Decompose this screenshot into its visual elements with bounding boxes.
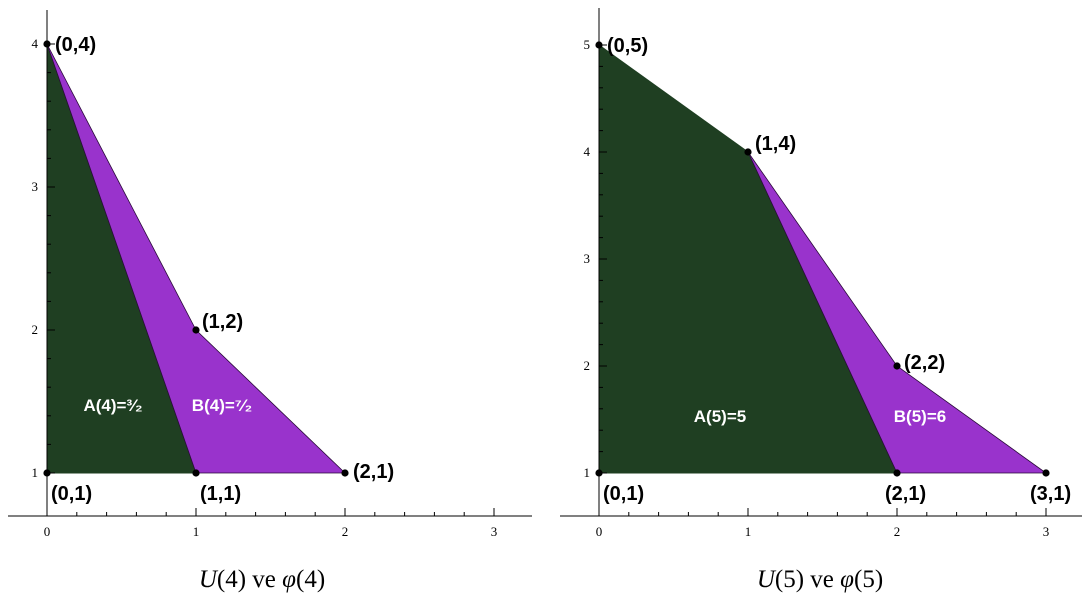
right-panel: 0 1 2 3 1 2 3 4 5 (0,5) (1,4) (2,2) (0,1) (2,1) (3,1) A… bbox=[560, 8, 1082, 539]
u-argument: (4) bbox=[216, 566, 247, 593]
vertex-point bbox=[893, 469, 901, 477]
u-symbol: U bbox=[756, 566, 775, 593]
phi-symbol: φ bbox=[282, 566, 297, 593]
x-tick-label: 3 bbox=[1043, 524, 1050, 539]
x-tick-label: 1 bbox=[193, 524, 200, 539]
vertex-point bbox=[43, 40, 51, 48]
vertex-label: (2,1) bbox=[353, 461, 394, 483]
vertex-point bbox=[744, 148, 752, 156]
y-tick-label: 5 bbox=[584, 37, 591, 52]
vertex-point bbox=[192, 469, 200, 477]
vertex-point bbox=[43, 469, 51, 477]
phi-symbol: φ bbox=[840, 566, 855, 593]
region-a-label: A(4)=³⁄₂ bbox=[83, 396, 142, 415]
left-caption: U(4) ve φ(4) bbox=[199, 566, 325, 594]
vertex-point bbox=[595, 41, 603, 49]
x-tick-label: 2 bbox=[342, 524, 349, 539]
u-symbol: U bbox=[198, 566, 217, 593]
vertex-label: (1,2) bbox=[202, 311, 243, 333]
y-tick-label: 4 bbox=[32, 36, 39, 51]
vertex-point bbox=[341, 469, 349, 477]
x-tick-label: 0 bbox=[44, 524, 51, 539]
vertex-label: (0,1) bbox=[603, 483, 644, 505]
y-tick-label: 3 bbox=[32, 179, 39, 194]
vertex-label: (1,4) bbox=[755, 133, 796, 155]
region-a bbox=[598, 44, 898, 474]
x-tick-label: 0 bbox=[596, 524, 603, 539]
vertex-point bbox=[595, 469, 603, 477]
right-caption: U(5) ve φ(5) bbox=[757, 566, 883, 594]
u-argument: (5) bbox=[774, 566, 805, 593]
connector-word: ve bbox=[252, 566, 276, 593]
vertex-point bbox=[893, 362, 901, 370]
left-panel: 0 1 2 3 1 2 3 4 (0,4) (1,2) (2,1) (0,1) (1,1) A(4)=³⁄… bbox=[8, 10, 532, 539]
phi-argument: (5) bbox=[854, 566, 884, 593]
x-tick-label: 2 bbox=[894, 524, 901, 539]
x-tick-label: 1 bbox=[745, 524, 752, 539]
connector-word: ve bbox=[810, 566, 834, 593]
y-tick-label: 2 bbox=[32, 322, 39, 337]
y-tick-label: 4 bbox=[584, 144, 591, 159]
vertex-label: (3,1) bbox=[1030, 483, 1071, 505]
vertex-label: (0,4) bbox=[55, 34, 96, 56]
y-tick-label: 2 bbox=[584, 358, 591, 373]
y-tick-label: 1 bbox=[32, 465, 39, 480]
vertex-point bbox=[1042, 469, 1050, 477]
region-b-label: B(5)=6 bbox=[894, 407, 946, 426]
vertex-label: (2,1) bbox=[885, 483, 926, 505]
vertex-point bbox=[192, 326, 200, 334]
vertex-label: (0,5) bbox=[607, 35, 648, 57]
vertex-label: (1,1) bbox=[200, 483, 241, 505]
vertex-label: (2,2) bbox=[904, 352, 945, 374]
vertex-label: (0,1) bbox=[51, 483, 92, 505]
region-b-label: B(4)=⁷⁄₂ bbox=[192, 396, 252, 415]
y-tick-label: 3 bbox=[584, 251, 591, 266]
x-tick-label: 3 bbox=[491, 524, 498, 539]
y-tick-label: 1 bbox=[584, 465, 591, 480]
region-a-label: A(5)=5 bbox=[694, 407, 746, 426]
phi-argument: (4) bbox=[296, 566, 326, 593]
